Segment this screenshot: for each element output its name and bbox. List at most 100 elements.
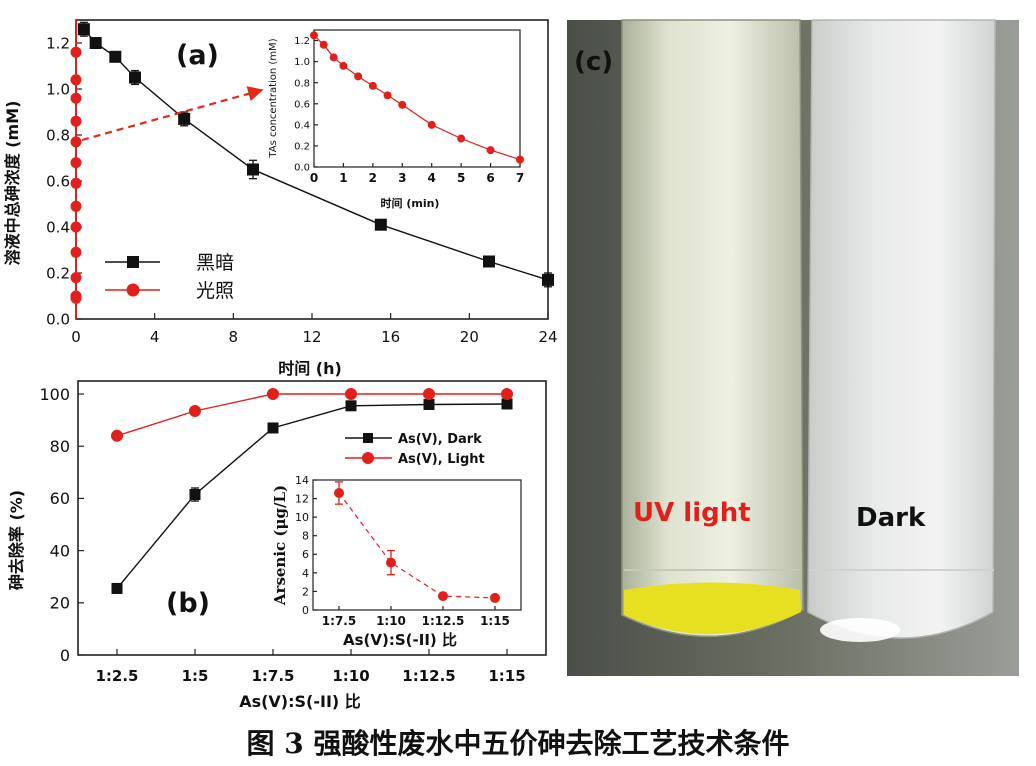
x-tick-label: 1 (339, 171, 347, 185)
dark-point (77, 23, 90, 36)
y-tick-label: 0.6 (294, 99, 310, 110)
inset-light-point (516, 155, 524, 164)
figure-caption: 图 3 强酸性废水中五价砷去除工艺技术条件 (246, 727, 790, 760)
inset-arsenic-line (338, 492, 496, 599)
legend-dark-label: 黑暗 (196, 252, 234, 274)
dark-point (109, 50, 122, 63)
dark-point (247, 163, 259, 176)
dark-point (542, 273, 554, 286)
inset-light-point (354, 72, 363, 81)
panel-b-inset-y-axis-label: Arsenic (μg/L) (271, 485, 289, 606)
inset-light-point (427, 120, 436, 129)
inset-light-point (368, 81, 377, 90)
asv-dark-point (345, 400, 357, 412)
x-tick-label: 6 (486, 171, 494, 185)
inset-arsenic-point (490, 592, 500, 603)
legend-asv-light-label: As(V), Light (398, 452, 485, 467)
panel-b-x-ticks: 1:2.5 1:5 1:7.5 1:10 1:12.5 1:15 (95, 649, 526, 685)
asv-dark-point (189, 489, 201, 501)
inset-arsenic-point (386, 557, 396, 568)
x-tick-label: 7 (516, 171, 524, 185)
y-tick-label: 6 (302, 548, 309, 561)
x-tick-label: 1:7.5 (322, 614, 356, 628)
inset-light-point (329, 53, 338, 62)
asv-light-point (501, 388, 513, 401)
y-tick-label: 1.0 (46, 80, 70, 98)
y-tick-label: 10 (295, 511, 309, 524)
asv-light-point (423, 388, 435, 401)
inset-light-point (310, 31, 318, 40)
x-tick-label: 1:2.5 (95, 667, 138, 685)
y-tick-label: 0.4 (46, 218, 70, 236)
legend-asv-light-marker (362, 452, 374, 464)
y-tick-label: 2 (302, 585, 309, 598)
inset-light-point (319, 40, 328, 49)
y-tick-label: 0.2 (46, 264, 70, 282)
dark-point (89, 37, 102, 49)
asv-light-line (116, 393, 507, 437)
x-tick-label: 4 (428, 171, 436, 185)
asv-dark-line (116, 403, 508, 589)
legend-asv-dark-marker (363, 433, 373, 443)
y-tick-label: 0 (302, 604, 309, 617)
zoom-arrow (81, 86, 264, 142)
panel-a-y-axis-label: 溶液中总砷浓度 (mM) (3, 101, 22, 266)
y-tick-label: 12 (295, 493, 309, 506)
asv-dark-point (501, 398, 513, 410)
white-precipitate (820, 618, 900, 642)
x-tick-label: 4 (150, 328, 160, 346)
inset-arsenic-point (334, 488, 344, 498)
x-tick-label: 5 (457, 171, 465, 185)
panel-b-plot-frame (77, 380, 547, 656)
dark-point (374, 218, 387, 231)
x-tick-label: 0 (71, 328, 81, 346)
legend-light-label: 光照 (196, 280, 234, 302)
y-tick-label: 0.8 (294, 78, 310, 89)
panel-b-inset-series (334, 481, 500, 603)
x-tick-label: 1:15 (480, 614, 510, 628)
y-tick-label: 0 (60, 646, 70, 665)
panel-c-label: (c) (574, 47, 613, 77)
y-tick-label: 0.0 (294, 163, 310, 174)
panel-a-chart: 0.00.20.40.60.81.01.2 0 4 8 12 16 20 24 时间 (h)… (3, 19, 558, 378)
x-tick-label: 1:10 (332, 667, 369, 685)
panel-a-y-ticks: 0.0 0.2 0.4 0.6 0.8 1.0 1.2 (46, 34, 82, 328)
asv-dark-point (267, 422, 279, 434)
panel-b-dark-series (111, 398, 513, 594)
legend-asv-dark-label: As(V), Dark (398, 432, 482, 447)
panel-a-inset-x-axis-label: 时间 (min) (381, 196, 440, 210)
y-tick-label: 60 (50, 489, 70, 508)
asv-light-point (267, 388, 279, 401)
panel-a-dark-series (77, 21, 554, 288)
x-tick-label: 1:5 (182, 667, 209, 685)
y-tick-label: 1.2 (294, 36, 310, 47)
inset-light-point (383, 91, 392, 100)
panel-a-inset-x-ticks: 0 1 2 3 4 5 6 7 (310, 163, 524, 185)
y-tick-label: 0.6 (46, 172, 70, 190)
y-tick-label: 0.2 (294, 142, 310, 153)
x-tick-label: 1:7.5 (251, 667, 294, 685)
y-tick-label: 4 (302, 567, 309, 580)
x-tick-label: 1:10 (376, 614, 406, 628)
yellow-precipitate (624, 582, 801, 635)
right-test-tube (807, 19, 996, 639)
panel-a-label: (a) (176, 40, 219, 71)
uv-light-label: UV light (633, 498, 751, 528)
y-tick-label: 100 (39, 385, 70, 404)
asv-dark-point (111, 582, 123, 594)
panel-b-inset-x-ticks: 1:7.5 1:10 1:12.5 1:15 (322, 606, 510, 628)
x-tick-label: 12 (302, 328, 321, 346)
x-tick-label: 1:15 (488, 667, 525, 685)
y-tick-label: 14 (295, 474, 309, 487)
x-tick-label: 1:12.5 (422, 614, 465, 628)
dark-point (178, 112, 191, 125)
panel-a-inset-frame (313, 29, 521, 168)
inset-light-point (486, 146, 495, 155)
dark-point (129, 71, 141, 84)
legend-light-marker (126, 283, 140, 297)
panel-b-inset-x-axis-label: As(V):S(-II) 比 (343, 631, 457, 649)
y-tick-label: 8 (302, 530, 309, 543)
x-tick-label: 8 (229, 328, 239, 346)
